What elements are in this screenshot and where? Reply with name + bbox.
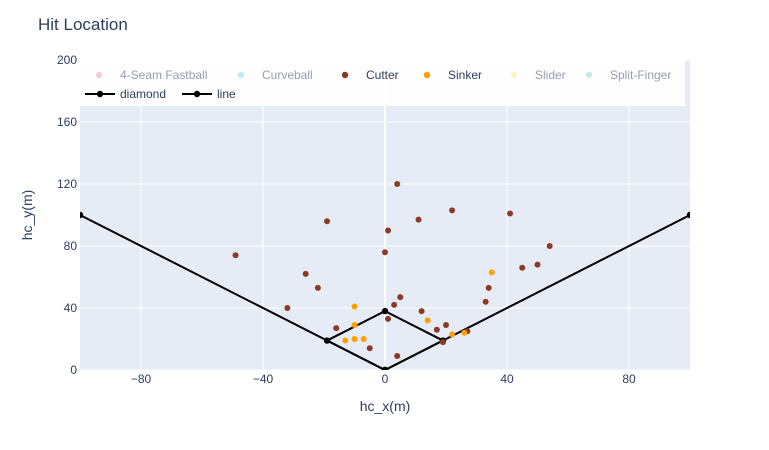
legend-label: Slider <box>535 68 566 82</box>
legend-item-line[interactable]: line <box>182 87 236 101</box>
legend-marker <box>95 71 103 79</box>
axis-ticks: −80 −40 0 40 80 0 40 80 120 160 200 <box>57 53 636 386</box>
chart-title: Hit Location <box>38 15 128 34</box>
x-tick-label: −40 <box>253 372 274 386</box>
line-line <box>80 214 690 370</box>
cutter-point[interactable] <box>485 284 492 291</box>
sinker-point[interactable] <box>360 336 367 342</box>
cutter-point[interactable] <box>333 325 340 332</box>
legend-label: diamond <box>120 87 166 101</box>
cutter-point[interactable] <box>385 227 392 234</box>
line-marker <box>686 211 690 219</box>
cutter-point[interactable] <box>482 298 489 305</box>
legend-item-4-seam-fastball[interactable]: 4-Seam Fastball <box>95 68 208 82</box>
sinker-point[interactable] <box>488 269 495 276</box>
cutter-point[interactable] <box>418 308 425 315</box>
legend-item-diamond[interactable]: diamond <box>85 87 166 101</box>
cutter-point[interactable] <box>366 345 373 352</box>
legend-marker <box>96 90 104 98</box>
cutter-point[interactable] <box>324 218 331 225</box>
legend-marker <box>510 71 518 79</box>
cutter-point[interactable] <box>443 322 449 329</box>
legend-marker <box>423 71 431 79</box>
sinker-point[interactable] <box>461 329 468 336</box>
y-tick-label: 0 <box>70 363 77 377</box>
cutter-point[interactable] <box>385 315 392 322</box>
legend-label: Split-Finger <box>610 68 671 82</box>
cutter-point[interactable] <box>534 261 541 268</box>
cutter-point[interactable] <box>394 181 401 187</box>
legend-item-slider[interactable]: Slider <box>510 68 566 82</box>
cutter-point[interactable] <box>314 284 321 291</box>
data-points <box>232 181 553 360</box>
legend-marker <box>193 90 201 98</box>
y-tick-label: 80 <box>64 239 78 253</box>
legend-item-split-finger[interactable]: Split-Finger <box>585 68 672 82</box>
cutter-point[interactable] <box>507 210 514 217</box>
cutter-point[interactable] <box>391 301 398 308</box>
y-tick-label: 200 <box>57 53 77 67</box>
cutter-point[interactable] <box>433 326 440 333</box>
x-axis-title: hc_x(m) <box>360 398 411 414</box>
legend-item-cutter[interactable]: Cutter <box>341 68 399 82</box>
line-marker <box>381 366 389 370</box>
cutter-point[interactable] <box>232 252 239 259</box>
cutter-point[interactable] <box>519 264 526 271</box>
legend-marker <box>341 71 349 79</box>
sinker-point[interactable] <box>424 317 431 324</box>
cutter-point[interactable] <box>302 270 309 277</box>
y-tick-label: 40 <box>64 301 78 315</box>
x-tick-label: −80 <box>131 372 152 386</box>
legend-label: Cutter <box>366 68 399 82</box>
y-tick-label: 120 <box>57 177 77 191</box>
sinker-point[interactable] <box>351 303 358 310</box>
cutter-point[interactable] <box>284 305 291 311</box>
legend[interactable]: 4-Seam Fastball Curveball Cutter Sinker Slid… <box>80 60 685 106</box>
cutter-point[interactable] <box>439 339 446 346</box>
sinker-point[interactable] <box>342 337 349 344</box>
y-axis-title: hc_y(m) <box>19 190 35 241</box>
legend-label: 4-Seam Fastball <box>120 68 207 82</box>
legend-item-sinker[interactable]: Sinker <box>423 68 482 82</box>
legend-label: Curveball <box>262 68 313 82</box>
legend-box <box>80 60 685 106</box>
cutter-point[interactable] <box>397 294 404 301</box>
x-tick-label: 40 <box>500 372 514 386</box>
y-tick-label: 160 <box>57 115 77 129</box>
sinker-point[interactable] <box>351 336 358 342</box>
x-tick-label: 0 <box>382 372 389 386</box>
cutter-point[interactable] <box>394 353 401 360</box>
cutter-point[interactable] <box>449 207 456 214</box>
line-marker <box>80 211 84 219</box>
cutter-point[interactable] <box>546 243 553 249</box>
x-tick-label: 80 <box>622 372 636 386</box>
cutter-point[interactable] <box>415 216 422 223</box>
sinker-point[interactable] <box>449 331 456 338</box>
legend-label: line <box>217 87 236 101</box>
legend-marker <box>237 71 245 79</box>
diamond-marker <box>381 307 389 315</box>
legend-label: Sinker <box>448 68 482 82</box>
legend-marker <box>585 71 593 79</box>
cutter-point[interactable] <box>382 249 388 256</box>
legend-item-curveball[interactable]: Curveball <box>237 68 313 82</box>
sinker-point[interactable] <box>351 322 358 329</box>
